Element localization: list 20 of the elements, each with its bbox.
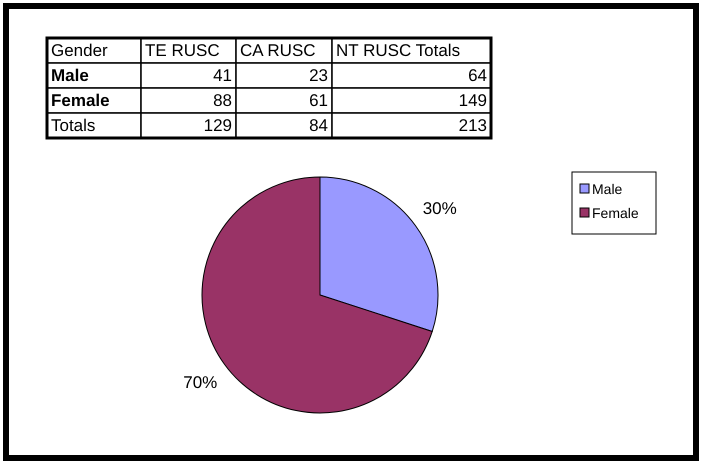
category-label: CA RUSC (240, 41, 316, 60)
data-label: 30% (422, 199, 457, 218)
legend-label: Male (592, 181, 623, 197)
text: 84 (309, 116, 328, 135)
text: 23 (309, 66, 328, 85)
category-label: Totals (51, 116, 96, 135)
category-label: Male (51, 66, 89, 85)
category-label: NT RUSC Totals (336, 41, 460, 60)
text: Gender (51, 41, 108, 60)
text: 149 (458, 91, 487, 110)
category-label: TE RUSC (145, 41, 220, 60)
legend-label: Female (592, 205, 639, 221)
text: 61 (309, 91, 328, 110)
text: 213 (458, 116, 487, 135)
text: 64 (468, 66, 487, 85)
text: 41 (213, 66, 232, 85)
category-label: Female (51, 91, 110, 110)
text: 129 (204, 116, 232, 135)
text: 88 (213, 91, 232, 110)
data-label: 70% (183, 372, 218, 392)
